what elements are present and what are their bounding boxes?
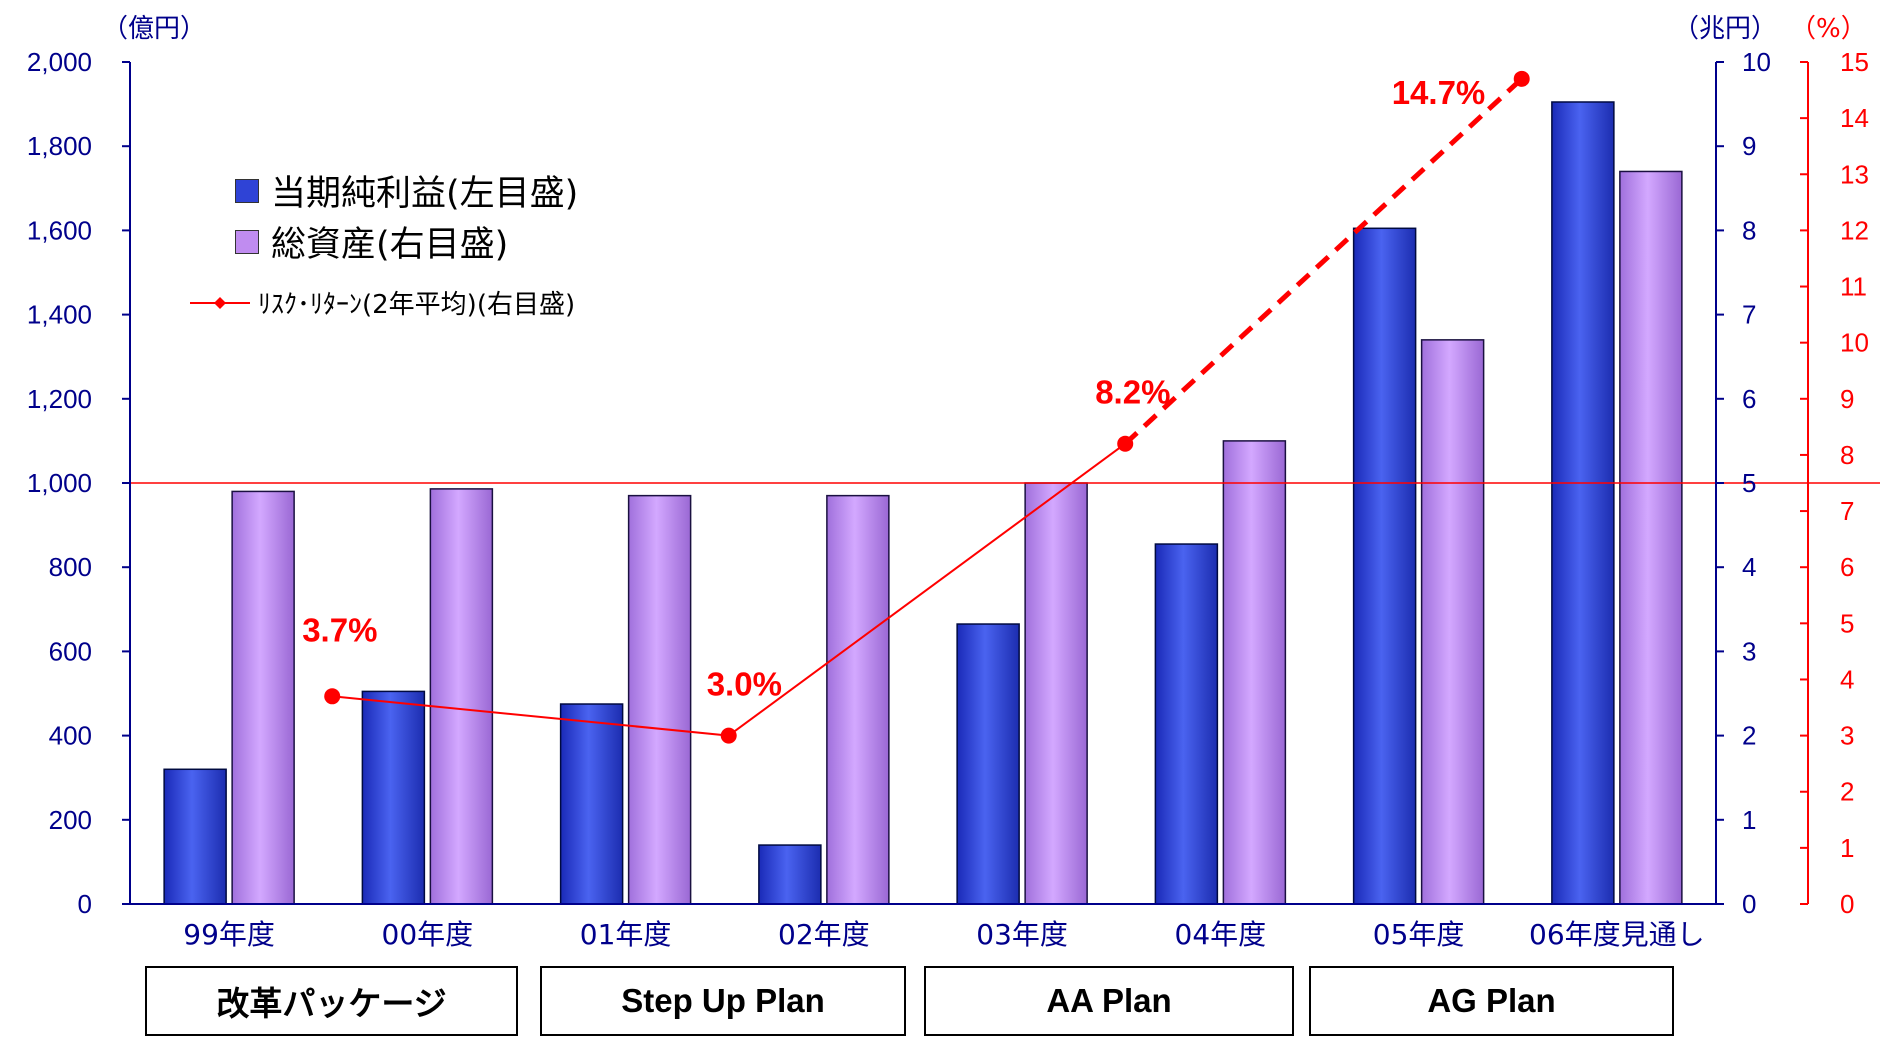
right2-tick-label: 9 [1840,384,1854,414]
net-income-bar [1551,101,1615,905]
net-income-bar [163,768,227,905]
plan-box-aa: AA Plan [924,966,1294,1036]
risk-return-point [720,727,737,744]
right-tick-label: 0 [1742,889,1756,919]
risk-return-segment [728,442,1126,737]
right-tick-label: 5 [1742,468,1756,498]
total-assets-bar [627,494,692,905]
left-tick-label: 200 [49,805,92,835]
category-label: 05年度 [1373,918,1465,951]
right2-tick-label: 13 [1840,159,1869,189]
plan-label: AA Plan [1046,982,1172,1019]
total-assets-bar [1024,482,1088,905]
right-tick-label: 7 [1742,300,1756,330]
category-label: 01年度 [580,918,672,951]
category-label: 06年度見通し [1529,918,1705,951]
net-income-bar [361,690,426,905]
total-assets-bar [231,490,295,905]
left-tick-label: 1,800 [27,131,92,161]
plan-box-ag: AG Plan [1309,966,1674,1036]
net-income-swatch [235,178,259,203]
left-tick-label: 1,600 [27,215,92,245]
right-tick-label: 10 [1742,47,1771,77]
right2-tick-label: 14 [1840,103,1869,133]
left-tick-label: 800 [49,552,92,582]
category-label: 04年度 [1175,918,1267,951]
legend-item-risk-return: ﾘｽｸ･ﾘﾀｰﾝ(2年平均)(右目盛) [190,284,575,321]
total-assets-bar [1420,339,1485,905]
right-tick-label: 8 [1742,215,1756,245]
right2-tick-label: 0 [1840,889,1854,919]
total-assets-bar [429,488,494,905]
net-income-bar [1154,543,1219,905]
legend-risk-return-label: ﾘｽｸ･ﾘﾀｰﾝ(2年平均)(右目盛) [258,290,576,320]
right2-tick-label: 10 [1840,328,1869,358]
legend-net-income-label: 当期純利益(左目盛) [271,174,579,214]
right-tick-label: 2 [1742,721,1756,751]
right2-tick-label: 8 [1840,440,1854,470]
total-assets-swatch [235,229,259,254]
category-label: 02年度 [778,918,870,951]
risk-return-dashed-segment [1123,77,1524,446]
category-label: 99年度 [183,918,275,951]
net-income-bar [956,623,1020,905]
left-tick-label: 1,400 [27,300,92,330]
plan-box-step-up: Step Up Plan [540,966,906,1036]
right2-tick-label: 3 [1840,721,1854,751]
left-tick-label: 400 [49,721,92,751]
right2-tick-label: 15 [1840,47,1869,77]
right-tick-label: 6 [1742,384,1756,414]
left-tick-label: 1,200 [27,384,92,414]
right2-tick-label: 1 [1840,833,1854,863]
total-assets-bar [1222,440,1287,905]
right2-tick-label: 5 [1840,608,1854,638]
right2-tick-label: 2 [1840,777,1854,807]
right-tick-label: 1 [1742,805,1756,835]
plan-label: Step Up Plan [621,982,825,1019]
right-tick-label: 3 [1742,636,1756,666]
risk-return-point [1117,435,1134,452]
plan-label: 改革パッケージ [216,985,447,1022]
right-tick-label: 4 [1742,552,1756,582]
right-axis-return-unit: （%） [1790,14,1867,44]
net-income-bar [758,844,822,905]
right2-tick-label: 11 [1840,272,1867,302]
total-assets-bar [1619,170,1683,905]
net-income-bar [559,703,624,905]
category-label: 03年度 [976,918,1068,951]
net-income-bar [1352,227,1417,905]
risk-return-data-label: 14.7% [1392,74,1486,111]
risk-return-point [1513,70,1530,87]
right2-tick-label: 6 [1840,552,1854,582]
plan-label: AG Plan [1427,982,1556,1019]
right-tick-label: 9 [1742,131,1756,161]
right2-tick-label: 12 [1840,215,1869,245]
risk-return-data-label: 3.7% [302,611,377,648]
left-tick-label: 0 [78,889,92,919]
legend-item-net-income: 当期純利益(左目盛) [235,165,578,216]
left-tick-label: 2,000 [27,47,92,77]
left-tick-label: 600 [49,636,92,666]
risk-return-line-swatch [190,296,250,309]
left-axis-unit: （億円） [102,14,207,44]
total-assets-bar [826,494,890,905]
right2-tick-label: 4 [1840,664,1854,694]
legend-total-assets-label: 総資産(右目盛) [271,225,509,265]
risk-return-data-label: 3.0% [707,666,782,703]
category-label: 00年度 [382,918,474,951]
legend-item-total-assets: 総資産(右目盛) [235,216,508,267]
right-axis-assets-unit: （兆円） [1673,14,1778,44]
risk-return-point [324,688,341,705]
right2-tick-label: 7 [1840,496,1854,526]
risk-return-data-label: 8.2% [1095,374,1170,411]
risk-return-segment [332,695,729,737]
plan-box-kaikaku: 改革パッケージ [145,966,518,1036]
left-tick-label: 1,000 [27,468,92,498]
